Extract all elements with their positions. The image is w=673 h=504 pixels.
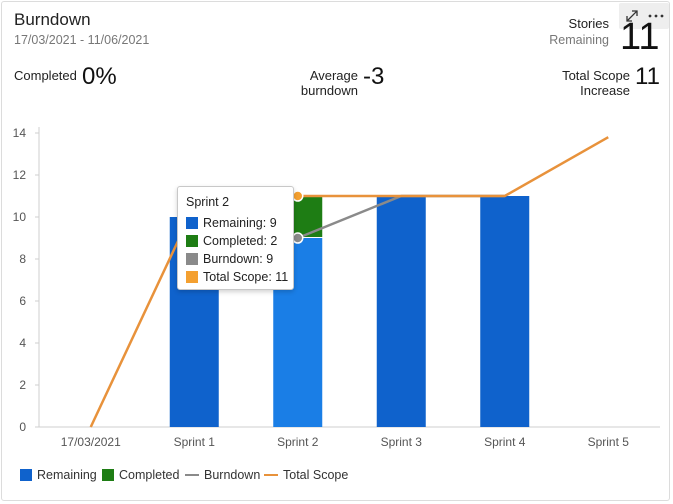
more-options-icon[interactable]: [645, 5, 667, 27]
legend-swatch: [20, 468, 32, 481]
completed-label: Completed: [14, 68, 77, 83]
bar-remaining: [480, 196, 530, 427]
burndown-swatch: [186, 253, 198, 265]
y-tick-label: 6: [19, 294, 26, 308]
legend-swatch: [102, 468, 114, 481]
tooltip-row-burndown: Burndown: 9: [186, 252, 273, 266]
average-burndown-label: Average burndown: [300, 68, 358, 98]
legend-item-remaining[interactable]: Remaining: [20, 466, 97, 484]
completed-value: 0%: [82, 63, 117, 90]
burndown-point-marker: [292, 232, 304, 244]
legend-item-completed[interactable]: Completed: [102, 466, 179, 484]
y-tick-label: 12: [13, 168, 27, 182]
completed-swatch: [186, 235, 198, 247]
x-tick-label: Sprint 3: [381, 435, 423, 449]
bar-remaining: [376, 196, 426, 427]
remaining-swatch: [186, 217, 198, 229]
remaining-label: Remaining: [549, 33, 609, 47]
legend-item-burndown[interactable]: Burndown: [185, 466, 260, 484]
y-tick-label: 8: [19, 252, 26, 266]
legend-item-total-scope[interactable]: Total Scope: [264, 466, 348, 484]
total-scope-swatch: [186, 271, 198, 283]
legend-swatch: [264, 473, 278, 476]
tooltip-row-total-scope: Total Scope: 11: [186, 270, 288, 284]
widget-toolbar: [619, 3, 669, 29]
average-burndown-value: -3: [363, 63, 385, 90]
chart-tooltip: Sprint 2 Remaining: 9 Completed: 2 Burnd…: [177, 186, 294, 290]
total-scope-increase-label: Total Scope Increase: [562, 68, 630, 98]
x-tick-label: Sprint 5: [588, 435, 630, 449]
x-tick-label: Sprint 2: [277, 435, 319, 449]
stories-remaining-value: 11: [620, 18, 660, 50]
total-scope-point-marker: [292, 190, 304, 202]
y-tick-label: 14: [13, 126, 27, 140]
expand-icon[interactable]: [621, 5, 643, 27]
legend-swatch: [185, 473, 199, 476]
total-scope-increase-value: 11: [635, 63, 660, 90]
x-tick-label: 17/03/2021: [61, 435, 121, 449]
tooltip-row-completed: Completed: 2: [186, 234, 277, 248]
y-tick-label: 10: [13, 210, 27, 224]
tooltip-row-remaining: Remaining: 9: [186, 216, 277, 230]
x-tick-label: Sprint 4: [484, 435, 526, 449]
y-tick-label: 2: [19, 378, 26, 392]
x-tick-label: Sprint 1: [174, 435, 216, 449]
stories-label: Stories: [568, 16, 609, 31]
total-scope-line: [89, 136, 609, 428]
y-tick-label: 4: [19, 336, 26, 350]
y-tick-label: 0: [19, 420, 26, 434]
tooltip-title: Sprint 2: [186, 195, 230, 209]
widget-title: Burndown: [14, 10, 91, 29]
date-range: 17/03/2021 - 11/06/2021: [14, 33, 150, 47]
